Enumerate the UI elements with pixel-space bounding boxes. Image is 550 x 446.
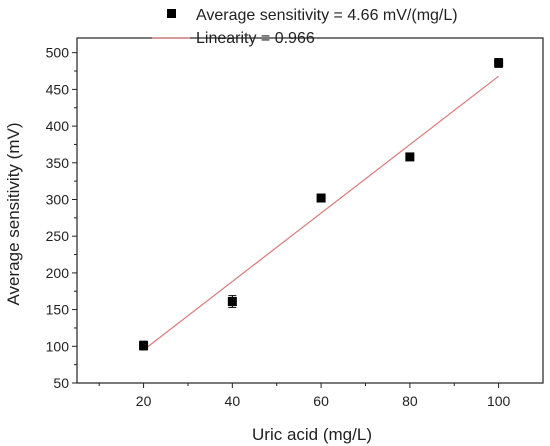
data-point	[227, 297, 237, 307]
x-tick-label: 20	[136, 393, 152, 409]
x-tick-label: 40	[225, 393, 241, 409]
data-point	[139, 341, 149, 351]
data-points	[139, 58, 504, 351]
fit-line-group	[143, 75, 499, 351]
x-tick-label: 100	[487, 393, 511, 409]
x-tick-label: 80	[402, 393, 418, 409]
data-point	[494, 58, 504, 68]
y-tick-label: 500	[46, 45, 70, 61]
data-point	[316, 193, 326, 203]
y-tick-label: 200	[46, 265, 70, 281]
x-tick-label: 60	[313, 393, 329, 409]
y-tick-label: 50	[53, 375, 69, 391]
y-axis-label: Average sensitivity (mV)	[4, 123, 23, 306]
y-axis-ticks: 50 100 150 200 250 300 350 400 450 500	[46, 45, 77, 391]
y-tick-label: 100	[46, 338, 70, 354]
legend-marker-points	[167, 9, 176, 18]
plot-frame	[76, 37, 544, 384]
y-tick-label: 150	[46, 302, 70, 318]
x-axis-ticks: 20 40 60 80 100	[98, 383, 511, 409]
data-point	[405, 152, 415, 162]
y-tick-label: 350	[46, 155, 70, 171]
x-axis-label: Uric acid (mg/L)	[252, 425, 372, 444]
y-tick-label: 450	[46, 81, 70, 97]
legend-label-line: Linearity = 0.966	[196, 30, 315, 47]
plot-border	[76, 37, 544, 384]
legend-label-points: Average sensitivity = 4.66 mV/(mg/L)	[196, 7, 458, 24]
linear-fit-line	[143, 75, 499, 351]
y-tick-label: 400	[46, 118, 70, 134]
y-tick-label: 300	[46, 191, 70, 207]
y-tick-label: 250	[46, 228, 70, 244]
legend: Average sensitivity = 4.66 mV/(mg/L) Line…	[152, 7, 458, 47]
